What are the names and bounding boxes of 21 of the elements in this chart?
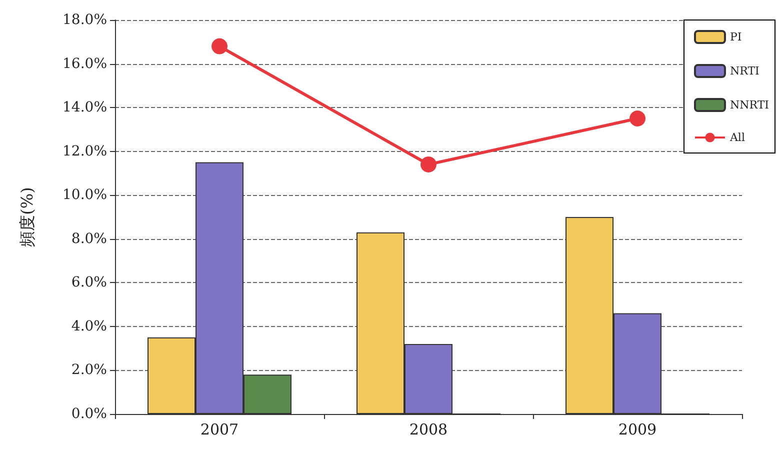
y-tick-label: 6.0%: [71, 274, 107, 291]
y-tick-label: 2.0%: [71, 362, 107, 378]
point: [420, 156, 436, 172]
y-tick-label: 12.0%: [62, 143, 107, 160]
y-tick-label: 14.0%: [62, 100, 107, 116]
legend-label: NNRTI: [730, 98, 770, 112]
x-tick-label: 2007: [200, 420, 239, 438]
x-tick-label: 2009: [618, 420, 657, 438]
y-tick-label: 0.0%: [71, 406, 107, 422]
legend-label: NRTI: [730, 64, 760, 78]
legend-label: PI: [730, 30, 742, 44]
y-axis-title: 頻度(%): [18, 187, 36, 247]
point: [212, 38, 228, 54]
y-tick-label: 10.0%: [62, 187, 107, 204]
legend-label: All: [728, 131, 746, 144]
y-tick-label: 16.0%: [62, 56, 107, 72]
y-tick-label: 8.0%: [71, 230, 107, 247]
y-tick-label: 18.0%: [62, 12, 107, 28]
x-tick-label: 2008: [409, 420, 448, 438]
point: [630, 110, 646, 126]
y-tick-label: 4.0%: [71, 318, 107, 334]
